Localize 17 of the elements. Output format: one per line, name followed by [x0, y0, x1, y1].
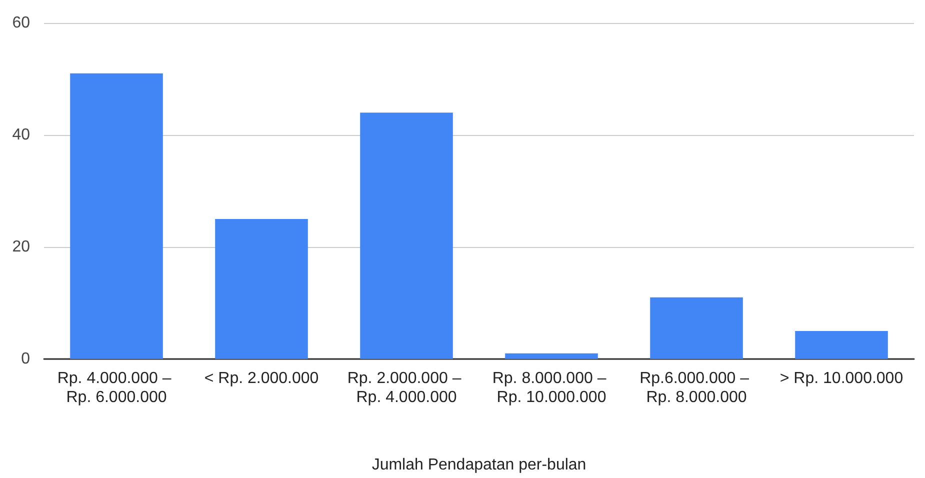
y-tick-label: 0 — [21, 350, 30, 368]
x-tick-label: > Rp. 10.000.000 — [780, 370, 904, 387]
bar — [70, 73, 163, 359]
x-tick-label: Rp. 2.000.000 – Rp. 4.000.000 — [347, 370, 466, 406]
bar — [795, 331, 888, 359]
x-axis-title: Jumlah Pendapatan per-bulan — [372, 456, 586, 474]
bar — [505, 353, 598, 359]
bar — [360, 112, 453, 359]
y-tick-label: 20 — [12, 238, 30, 256]
y-tick-label: 60 — [12, 14, 30, 32]
x-tick-label: Rp. 8.000.000 – Rp. 10.000.000 — [492, 370, 611, 406]
bar — [650, 297, 743, 359]
x-tick-label: Rp.6.000.000 – Rp. 8.000.000 — [640, 370, 754, 406]
y-tick-label: 40 — [12, 126, 30, 144]
x-tick-label: Rp. 4.000.000 – Rp. 6.000.000 — [57, 370, 176, 406]
bar — [215, 219, 308, 359]
x-tick-label: < Rp. 2.000.000 — [204, 370, 319, 387]
